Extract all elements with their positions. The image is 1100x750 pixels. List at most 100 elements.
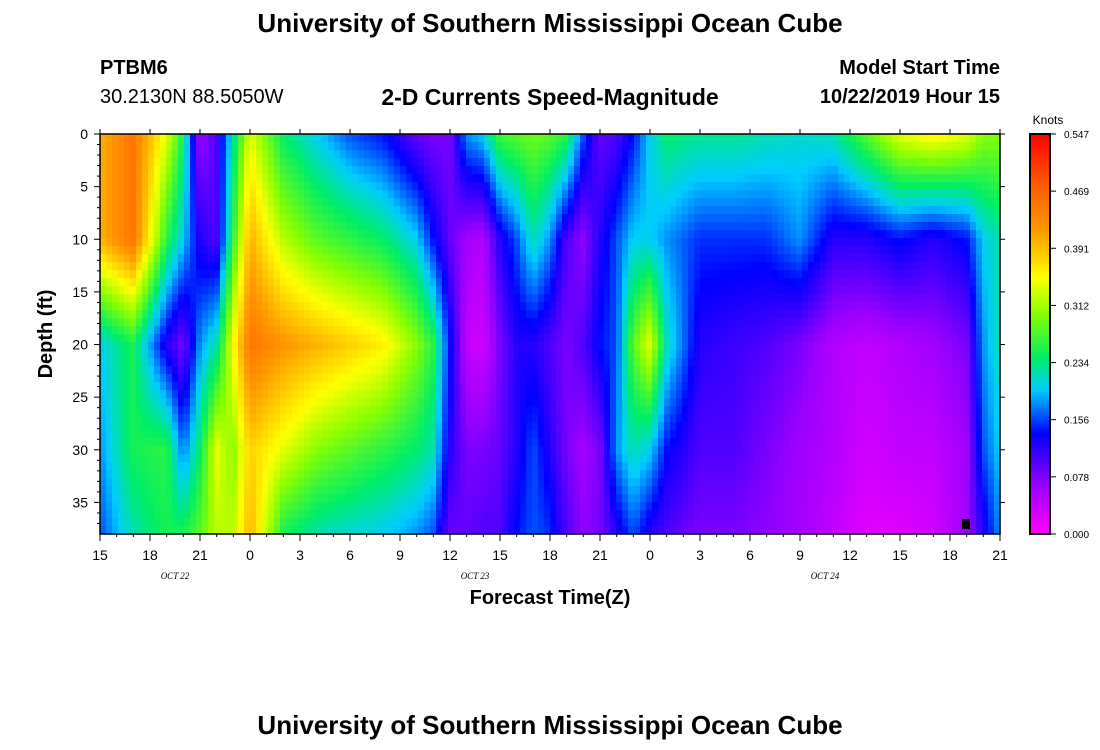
heatmap-cell: [382, 310, 389, 319]
heatmap-cell: [460, 222, 467, 231]
heatmap-cell: [484, 150, 491, 159]
heatmap-cell: [454, 454, 461, 463]
heatmap-cell: [520, 390, 527, 399]
heatmap-cell: [424, 382, 431, 391]
heatmap-cell: [520, 190, 527, 199]
heatmap-cell: [178, 190, 185, 199]
heatmap-cell: [538, 142, 545, 151]
heatmap-cell: [178, 214, 185, 223]
heatmap-cell: [334, 190, 341, 199]
heatmap-cell: [382, 350, 389, 359]
heatmap-cell: [418, 334, 425, 343]
heatmap-cell: [334, 318, 341, 327]
heatmap-cell: [562, 150, 569, 159]
heatmap-cell: [250, 174, 257, 183]
heatmap-cell: [526, 470, 533, 479]
heatmap-cell: [532, 366, 539, 375]
heatmap-cell: [682, 518, 689, 527]
heatmap-cell: [556, 302, 563, 311]
heatmap-cell: [280, 318, 287, 327]
heatmap-cell: [448, 166, 455, 175]
heatmap-cell: [196, 318, 203, 327]
heatmap-cell: [214, 326, 221, 335]
heatmap-cell: [598, 382, 605, 391]
heatmap-cell: [670, 238, 677, 247]
heatmap-cell: [328, 518, 335, 527]
heatmap-cell: [160, 150, 167, 159]
heatmap-cell: [406, 414, 413, 423]
heatmap-cell: [442, 142, 449, 151]
heatmap-cell: [358, 462, 365, 471]
heatmap-cell: [688, 278, 695, 287]
heatmap-cell: [688, 214, 695, 223]
heatmap-cell: [664, 294, 671, 303]
heatmap-cell: [532, 238, 539, 247]
heatmap-cell: [514, 166, 521, 175]
heatmap-cell: [118, 166, 125, 175]
heatmap-cell: [652, 398, 659, 407]
heatmap-cell: [178, 326, 185, 335]
heatmap-cell: [496, 254, 503, 263]
heatmap-cell: [346, 518, 353, 527]
heatmap-cell: [634, 254, 641, 263]
heatmap-cell: [658, 198, 665, 207]
heatmap-cell: [604, 174, 611, 183]
heatmap-cell: [544, 150, 551, 159]
heatmap-cell: [460, 246, 467, 255]
heatmap-cell: [124, 246, 131, 255]
heatmap-cell: [502, 430, 509, 439]
heatmap-cell: [310, 398, 317, 407]
heatmap-cell: [574, 262, 581, 271]
heatmap-cell: [166, 438, 173, 447]
heatmap-cell: [124, 302, 131, 311]
heatmap-cell: [586, 470, 593, 479]
heatmap-cell: [340, 374, 347, 383]
heatmap-cell: [220, 206, 227, 215]
heatmap-cell: [580, 446, 587, 455]
heatmap-cell: [490, 406, 497, 415]
heatmap-cell: [658, 478, 665, 487]
heatmap-cell: [502, 262, 509, 271]
heatmap-cell: [442, 270, 449, 279]
heatmap-cell: [652, 510, 659, 519]
heatmap-cell: [646, 214, 653, 223]
heatmap-cell: [628, 478, 635, 487]
heatmap-cell: [118, 366, 125, 375]
heatmap-cell: [376, 206, 383, 215]
heatmap-cell: [346, 486, 353, 495]
heatmap-cell: [376, 238, 383, 247]
heatmap-cell: [322, 438, 329, 447]
heatmap-cell: [586, 366, 593, 375]
heatmap-cell: [298, 206, 305, 215]
heatmap-cell: [214, 526, 221, 535]
heatmap-cell: [418, 462, 425, 471]
heatmap-cell: [556, 502, 563, 511]
heatmap-cell: [370, 510, 377, 519]
heatmap-cell: [148, 214, 155, 223]
heatmap-cell: [478, 526, 485, 535]
heatmap-cell: [454, 206, 461, 215]
heatmap-cell: [652, 334, 659, 343]
heatmap-cell: [628, 142, 635, 151]
heatmap-cell: [580, 286, 587, 295]
heatmap-cell: [514, 462, 521, 471]
heatmap-cell: [658, 374, 665, 383]
heatmap-cell: [496, 230, 503, 239]
heatmap-cell: [310, 182, 317, 191]
heatmap-cell: [514, 366, 521, 375]
heatmap-cell: [568, 510, 575, 519]
heatmap-cell: [604, 302, 611, 311]
heatmap-cell: [220, 294, 227, 303]
heatmap-cell: [280, 398, 287, 407]
heatmap-cell: [448, 526, 455, 535]
heatmap-cell: [334, 478, 341, 487]
heatmap-cell: [178, 150, 185, 159]
heatmap-cell: [658, 486, 665, 495]
heatmap-cell: [502, 142, 509, 151]
heatmap-cell: [544, 230, 551, 239]
heatmap-cell: [208, 406, 215, 415]
heatmap-cell: [172, 150, 179, 159]
heatmap-cell: [280, 254, 287, 263]
heatmap-cell: [502, 270, 509, 279]
heatmap-cell: [508, 390, 515, 399]
